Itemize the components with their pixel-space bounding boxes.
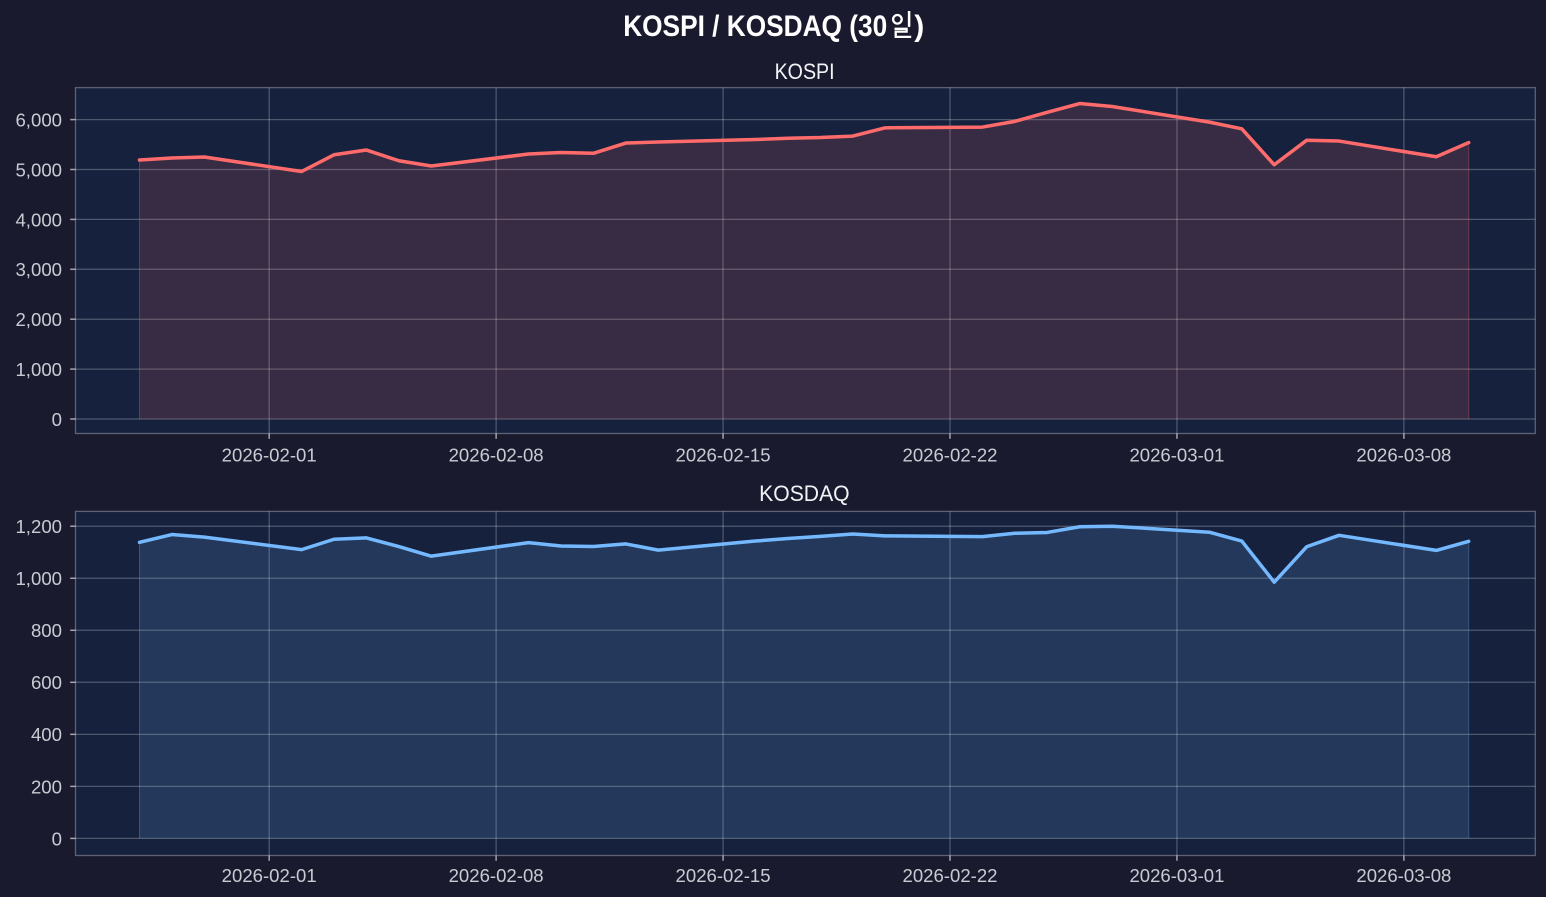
- svg-text:2026-02-15: 2026-02-15: [676, 444, 771, 465]
- svg-text:2026-02-22: 2026-02-22: [903, 444, 998, 465]
- svg-text:KOSDAQ: KOSDAQ: [759, 481, 850, 506]
- svg-text:KOSPI / KOSDAQ (30: KOSPI / KOSDAQ (30: [623, 10, 887, 43]
- svg-text:200: 200: [31, 776, 62, 797]
- svg-text:6,000: 6,000: [15, 110, 62, 131]
- svg-text:5,000: 5,000: [15, 159, 62, 180]
- svg-text:2026-02-08: 2026-02-08: [449, 444, 544, 465]
- svg-text:1,000: 1,000: [15, 568, 62, 589]
- svg-text:400: 400: [31, 724, 62, 745]
- svg-text:3,000: 3,000: [15, 259, 62, 280]
- svg-text:1,000: 1,000: [15, 359, 62, 380]
- svg-text:2026-03-08: 2026-03-08: [1356, 865, 1451, 886]
- svg-text:): ): [914, 10, 924, 43]
- svg-text:800: 800: [31, 620, 62, 641]
- svg-text:2026-02-22: 2026-02-22: [903, 865, 998, 886]
- svg-text:0: 0: [52, 828, 62, 849]
- svg-text:1,200: 1,200: [15, 516, 62, 537]
- svg-text:2026-02-01: 2026-02-01: [222, 444, 317, 465]
- svg-text:2026-03-01: 2026-03-01: [1129, 444, 1224, 465]
- svg-text:2026-03-08: 2026-03-08: [1356, 444, 1451, 465]
- svg-text:2026-02-15: 2026-02-15: [676, 865, 771, 886]
- svg-text:600: 600: [31, 672, 62, 693]
- svg-text:4,000: 4,000: [15, 209, 62, 230]
- svg-text:2026-02-08: 2026-02-08: [449, 865, 544, 886]
- svg-text:2026-02-01: 2026-02-01: [222, 865, 317, 886]
- svg-text:KOSPI: KOSPI: [775, 59, 835, 84]
- svg-text:0: 0: [52, 409, 62, 430]
- svg-text:2,000: 2,000: [15, 309, 62, 330]
- svg-text:2026-03-01: 2026-03-01: [1129, 865, 1224, 886]
